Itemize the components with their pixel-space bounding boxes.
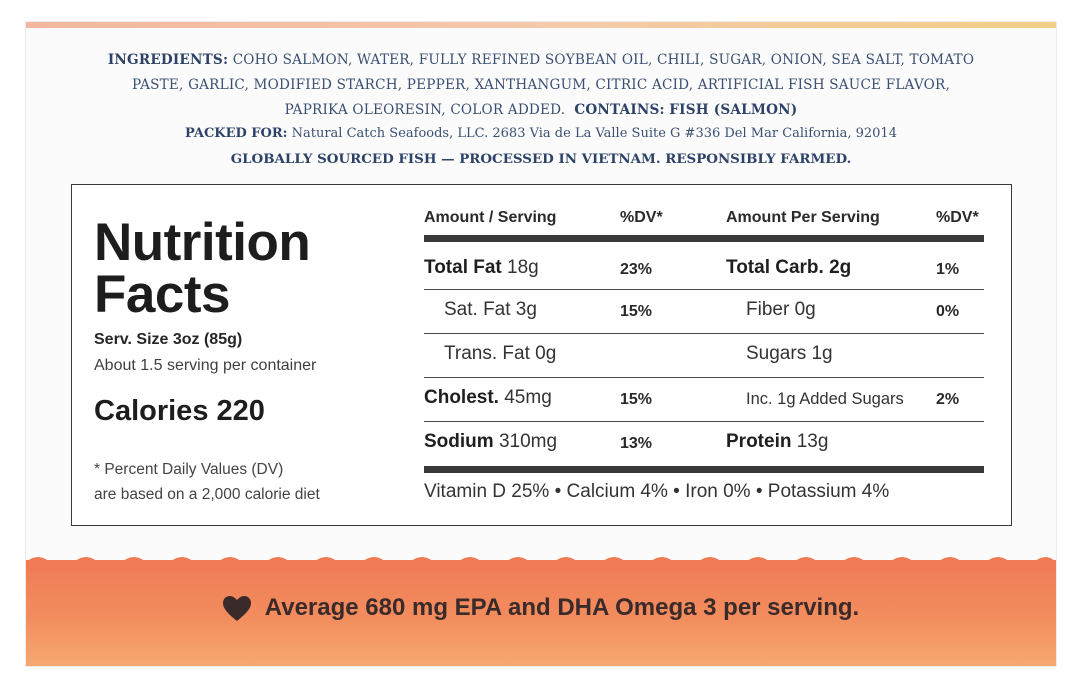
row-divider [424, 289, 984, 290]
dv-fiber: 0% [936, 303, 960, 320]
vitamins-minerals: Vitamin D 25% • Calcium 4% • Iron 0% • P… [424, 481, 890, 502]
servings-per-container: About 1.5 serving per container [94, 357, 317, 374]
ingredients-label: INGREDIENTS: [107, 52, 229, 68]
serving-size: Serv. Size 3oz (85g) [94, 331, 243, 348]
dv-sat-fat: 15% [620, 303, 653, 320]
row-sodium: Sodium 310mg [424, 431, 558, 452]
dv-total-fat: 23% [620, 261, 653, 278]
ingredients-line-3: PAPRIKA OLEORESIN, COLOR ADDED. CONTAINS… [284, 101, 798, 118]
package-back-panel: INGREDIENTS: COHO SALMON, WATER, FULLY R… [26, 22, 1056, 666]
header-left-amount: Amount / Serving [424, 209, 557, 226]
dv-added-sugars: 2% [936, 391, 960, 408]
ingredients-line-1: INGREDIENTS: COHO SALMON, WATER, FULLY R… [107, 52, 975, 68]
packed-for-address: Natural Catch Seafoods, LLC. 2683 Via de… [291, 126, 897, 141]
packed-for-line: PACKED FOR: Natural Catch Seafoods, LLC.… [26, 126, 1056, 141]
dv-cholesterol: 15% [620, 391, 653, 408]
contains-value: FISH (SALMON) [669, 101, 798, 118]
row-total-carb: Total Carb. 2g [726, 257, 852, 278]
row-total-fat: Total Fat 18g [424, 257, 539, 278]
packed-for-label: PACKED FOR: [185, 126, 288, 141]
header-divider-bar [424, 235, 984, 242]
ingredients-line-2: PASTE, GARLIC, MODIFIED STARCH, PEPPER, … [132, 76, 950, 93]
nutrition-facts-title: Nutrition Facts [94, 213, 311, 324]
omega-banner [26, 560, 1056, 666]
header-right-amount: Amount Per Serving [726, 209, 880, 226]
row-added-sugars: Inc. 1g Added Sugars [746, 390, 904, 408]
row-trans-fat: Trans. Fat 0g [444, 343, 557, 364]
ingredients-block: INGREDIENTS: COHO SALMON, WATER, FULLY R… [46, 48, 1036, 122]
heart-icon [222, 595, 251, 621]
header-right-dv: %DV* [936, 209, 979, 226]
row-divider [424, 333, 984, 334]
contains-label: CONTAINS: [574, 101, 665, 118]
nutrition-facts-panel: Nutrition Facts Serv. Size 3oz (85g) Abo… [71, 184, 1012, 526]
header-left-dv: %DV* [620, 209, 663, 226]
vitamin-divider-bar [424, 466, 984, 473]
row-sat-fat: Sat. Fat 3g [444, 299, 537, 320]
row-cholesterol: Cholest. 45mg [424, 387, 552, 408]
row-divider [424, 421, 984, 422]
row-divider [424, 377, 984, 378]
sourcing-statement: GLOBALLY SOURCED FISH — PROCESSED IN VIE… [230, 151, 852, 167]
wavy-edge-decoration [26, 557, 1056, 572]
omega-statement: Average 680 mg EPA and DHA Omega 3 per s… [26, 594, 1056, 622]
dv-sodium: 13% [620, 435, 653, 452]
row-protein: Protein 13g [726, 431, 829, 452]
top-color-band [26, 22, 1056, 28]
row-fiber: Fiber 0g [746, 299, 816, 320]
row-sugars: Sugars 1g [746, 343, 833, 364]
dv-footnote: * Percent Daily Values (DV) are based on… [94, 461, 320, 503]
dv-total-carb: 1% [936, 261, 960, 278]
calories: Calories 220 [94, 395, 265, 427]
